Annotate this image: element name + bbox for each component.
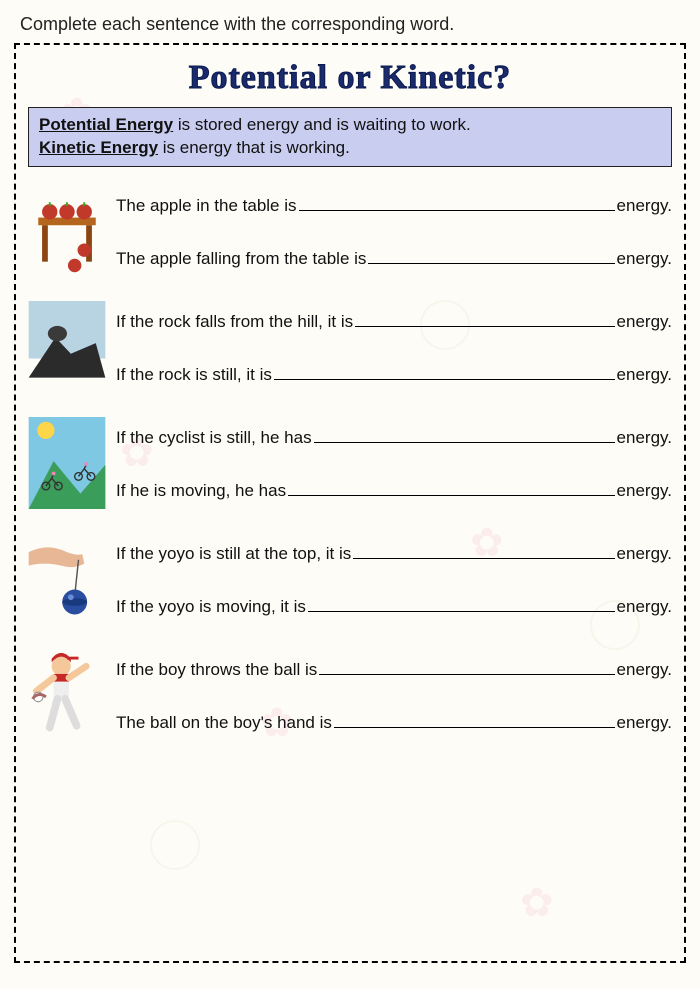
- q-suffix: energy.: [617, 660, 672, 680]
- question-8: If the yoyo is moving, it is energy.: [116, 594, 672, 617]
- question-2: The apple falling from the table is ener…: [116, 246, 672, 269]
- question-3: If the rock falls from the hill, it is e…: [116, 309, 672, 332]
- hand-yoyo-icon: [28, 533, 106, 625]
- answer-blank[interactable]: [355, 309, 614, 327]
- worksheet-frame: Potential or Kinetic? Potential Energy i…: [14, 43, 686, 963]
- q-text: If the rock is still, it is: [116, 365, 272, 385]
- answer-blank[interactable]: [353, 541, 614, 559]
- cyclists-hill-icon: [28, 417, 106, 509]
- q-suffix: energy.: [617, 312, 672, 332]
- apples-on-table-icon: [28, 185, 106, 277]
- q-suffix: energy.: [617, 365, 672, 385]
- question-10: The ball on the boy's hand is energy.: [116, 710, 672, 733]
- question-5: If the cyclist is still, he has energy.: [116, 425, 672, 448]
- question-7: If the yoyo is still at the top, it is e…: [116, 541, 672, 564]
- question-group-apples: The apple in the table is energy. The ap…: [28, 185, 672, 277]
- question-group-cyclist: If the cyclist is still, he has energy. …: [28, 417, 672, 509]
- q-text: The ball on the boy's hand is: [116, 713, 332, 733]
- question-lines: If the rock falls from the hill, it is e…: [116, 309, 672, 385]
- q-text: If the yoyo is moving, it is: [116, 597, 306, 617]
- q-text: If he is moving, he has: [116, 481, 286, 501]
- question-group-boy: If the boy throws the ball is energy. Th…: [28, 649, 672, 741]
- rock-on-hill-icon: [28, 301, 106, 393]
- q-suffix: energy.: [617, 713, 672, 733]
- potential-def-text: is stored energy and is waiting to work.: [173, 115, 471, 134]
- question-group-yoyo: If the yoyo is still at the top, it is e…: [28, 533, 672, 625]
- q-text: If the rock falls from the hill, it is: [116, 312, 353, 332]
- q-suffix: energy.: [617, 428, 672, 448]
- boy-throwing-ball-icon: [28, 649, 106, 741]
- q-suffix: energy.: [617, 544, 672, 564]
- q-text: The apple falling from the table is: [116, 249, 366, 269]
- q-suffix: energy.: [617, 597, 672, 617]
- instruction-text: Complete each sentence with the correspo…: [0, 0, 700, 43]
- q-text: If the boy throws the ball is: [116, 660, 317, 680]
- question-4: If the rock is still, it is energy.: [116, 362, 672, 385]
- question-lines: If the yoyo is still at the top, it is e…: [116, 541, 672, 617]
- answer-blank[interactable]: [308, 594, 615, 612]
- kinetic-term: Kinetic Energy: [39, 138, 158, 157]
- answer-blank[interactable]: [299, 193, 615, 211]
- answer-blank[interactable]: [319, 657, 614, 675]
- q-text: If the cyclist is still, he has: [116, 428, 312, 448]
- answer-blank[interactable]: [288, 478, 614, 496]
- q-suffix: energy.: [617, 249, 672, 269]
- kinetic-definition: Kinetic Energy is energy that is working…: [39, 137, 661, 160]
- answer-blank[interactable]: [368, 246, 614, 264]
- potential-term: Potential Energy: [39, 115, 173, 134]
- answer-blank[interactable]: [274, 362, 615, 380]
- question-group-rock: If the rock falls from the hill, it is e…: [28, 301, 672, 393]
- q-suffix: energy.: [617, 481, 672, 501]
- q-text: If the yoyo is still at the top, it is: [116, 544, 351, 564]
- page-title: Potential or Kinetic?: [28, 59, 672, 97]
- question-lines: The apple in the table is energy. The ap…: [116, 193, 672, 269]
- answer-blank[interactable]: [314, 425, 615, 443]
- potential-definition: Potential Energy is stored energy and is…: [39, 114, 661, 137]
- question-6: If he is moving, he has energy.: [116, 478, 672, 501]
- question-lines: If the boy throws the ball is energy. Th…: [116, 657, 672, 733]
- question-9: If the boy throws the ball is energy.: [116, 657, 672, 680]
- q-text: The apple in the table is: [116, 196, 297, 216]
- definitions-box: Potential Energy is stored energy and is…: [28, 107, 672, 167]
- question-1: The apple in the table is energy.: [116, 193, 672, 216]
- question-lines: If the cyclist is still, he has energy. …: [116, 425, 672, 501]
- q-suffix: energy.: [617, 196, 672, 216]
- kinetic-def-text: is energy that is working.: [158, 138, 350, 157]
- answer-blank[interactable]: [334, 710, 615, 728]
